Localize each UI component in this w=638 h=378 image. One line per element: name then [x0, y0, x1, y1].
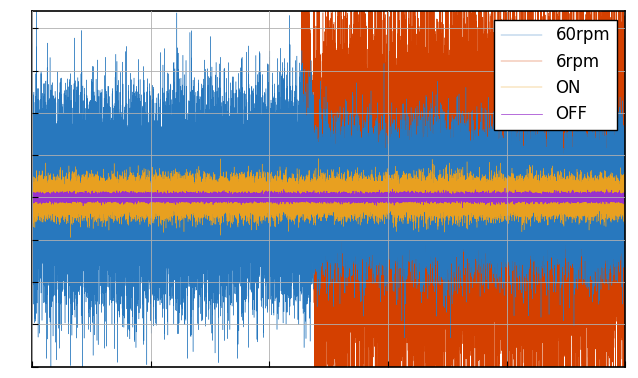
Line: ON: ON [32, 158, 625, 237]
6rpm [350, 213, 358, 218]
6rpm [68, 207, 76, 212]
60rpm [255, 189, 263, 194]
OFF [459, 206, 466, 210]
60rpm [468, 169, 476, 174]
60rpm [621, 207, 629, 211]
Line: 60rpm: 60rpm [32, 11, 625, 375]
6rpm [385, 235, 393, 240]
Line: 6rpm: 6rpm [32, 0, 625, 378]
ON [385, 190, 393, 194]
ON [67, 235, 75, 240]
60rpm [47, 373, 55, 377]
Legend: 60rpm, 6rpm, ON, OFF: 60rpm, 6rpm, ON, OFF [494, 20, 617, 130]
60rpm [350, 136, 358, 141]
6rpm [171, 213, 179, 218]
OFF [468, 194, 476, 198]
ON [28, 194, 36, 199]
OFF [171, 195, 179, 200]
ON [68, 212, 76, 216]
6rpm [621, 174, 629, 179]
6rpm [28, 212, 36, 217]
Line: OFF: OFF [32, 188, 625, 208]
ON [255, 199, 263, 204]
OFF [28, 192, 36, 197]
60rpm [28, 205, 36, 209]
6rpm [468, 246, 476, 251]
ON [315, 156, 322, 161]
ON [350, 197, 358, 201]
OFF [621, 197, 629, 201]
60rpm [385, 113, 393, 118]
OFF [255, 192, 263, 197]
OFF [501, 186, 509, 191]
60rpm [33, 9, 40, 14]
ON [621, 190, 629, 195]
60rpm [68, 153, 76, 158]
OFF [350, 197, 358, 201]
OFF [385, 197, 393, 201]
6rpm [255, 190, 263, 195]
ON [468, 203, 476, 207]
OFF [68, 194, 76, 199]
ON [171, 201, 179, 206]
60rpm [171, 254, 179, 259]
